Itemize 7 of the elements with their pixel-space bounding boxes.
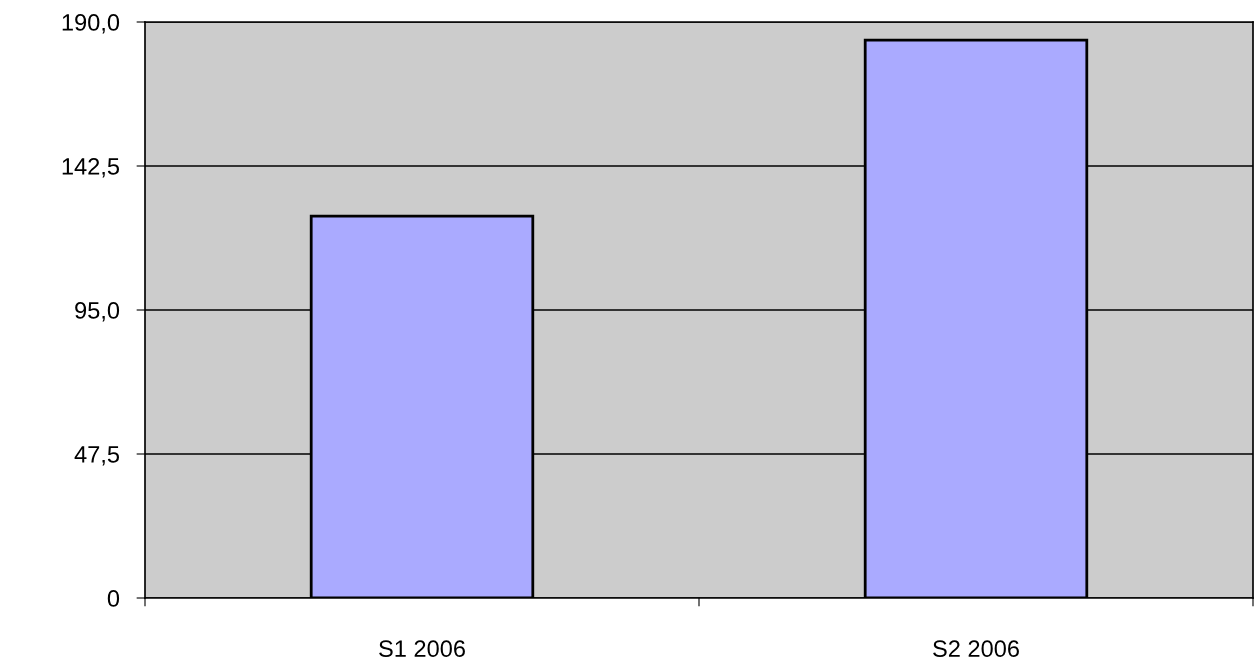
y-tick-label: 190,0 [62, 14, 120, 34]
y-tick-label: 95,0 [75, 302, 120, 322]
y-tick-label: 142,5 [62, 158, 120, 178]
y-tick-label: 47,5 [74, 446, 120, 466]
y-tick-label: 0 [107, 590, 120, 607]
x-tick-label: S1 2006 [379, 640, 465, 658]
x-tick-label: S2 2006 [933, 640, 1019, 658]
